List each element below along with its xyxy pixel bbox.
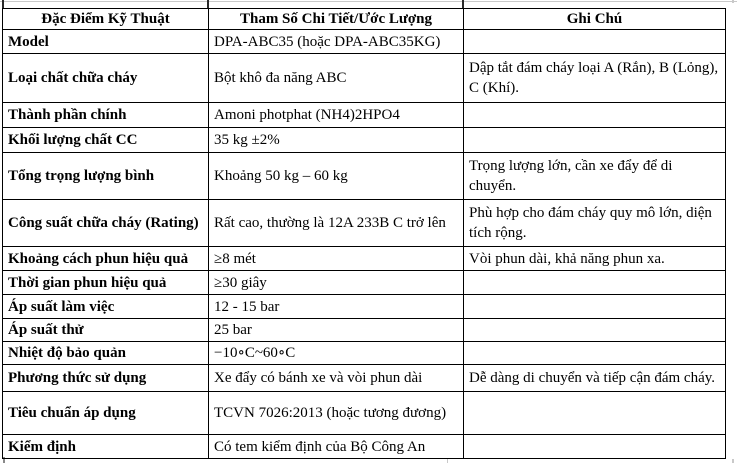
header-cell-note: Ghi Chú [463, 8, 726, 30]
cell-characteristic: Thành phần chính [2, 102, 209, 128]
cell-characteristic: Khoảng cách phun hiệu quả [2, 246, 209, 271]
cell-characteristic: Nhiệt độ bảo quản [2, 341, 209, 365]
cell-characteristic: Tiêu chuẩn áp dụng [2, 391, 209, 435]
cell-note: Trọng lượng lớn, cần xe đẩy để di chuyển… [463, 152, 726, 200]
cell-characteristic: Thời gian phun hiệu quả [2, 270, 209, 295]
cell-parameter: ≥30 giây [208, 270, 464, 295]
cell-note [463, 318, 726, 342]
cell-parameter: Xe đẩy có bánh xe và vòi phun dài [208, 364, 464, 392]
cell-note: Phù hợp cho đám cháy quy mô lớn, diện tí… [463, 199, 726, 247]
cell-characteristic: Áp suất làm việc [2, 294, 209, 319]
cell-parameter: Có tem kiểm định của Bộ Công An [208, 434, 464, 459]
table-row: Áp suất làm việc 12 - 15 bar [2, 294, 726, 319]
cell-parameter: 35 kg ±2% [208, 127, 464, 153]
cell-note [463, 391, 726, 435]
table-row: Khối lượng chất CC 35 kg ±2% [2, 127, 726, 153]
cell-note: Vòi phun dài, khả năng phun xa. [463, 246, 726, 271]
crop-artifact-tick [732, 459, 734, 463]
table-row: Khoảng cách phun hiệu quả ≥8 mét Vòi phun … [2, 246, 726, 271]
table-row: Tổng trọng lượng bình Khoảng 50 kg – 60 k… [2, 152, 726, 200]
cell-characteristic: Phương thức sử dụng [2, 364, 209, 392]
table-row: Thời gian phun hiệu quả ≥30 giây [2, 270, 726, 295]
table-row: Tiêu chuẩn áp dụng TCVN 7026:2013 (hoặc t… [2, 391, 726, 435]
cell-note [463, 294, 726, 319]
cell-parameter: ≥8 mét [208, 246, 464, 271]
table-row: Thành phần chính Amoni photphat (NH4)2HPO… [2, 102, 726, 128]
cell-parameter: −10∘C~60∘C [208, 341, 464, 365]
table-row: Loại chất chữa cháy Bột khô đa năng ABC Dậ… [2, 53, 726, 103]
header-row: Đặc Điểm Kỹ Thuật Tham Số Chi Tiết/Ước L… [2, 8, 726, 30]
cell-characteristic: Khối lượng chất CC [2, 127, 209, 153]
crop-artifact-tick [447, 458, 448, 463]
cell-characteristic: Model [2, 29, 209, 54]
cell-parameter: 12 - 15 bar [208, 294, 464, 319]
table-row: Nhiệt độ bảo quản −10∘C~60∘C [2, 341, 726, 365]
cell-note: Dễ dàng di chuyển và tiếp cận đám cháy. [463, 364, 726, 392]
cell-parameter: 25 bar [208, 318, 464, 342]
table-row: Áp suất thử 25 bar [2, 318, 726, 342]
cell-characteristic: Loại chất chữa cháy [2, 53, 209, 103]
crop-artifact-top-line [0, 1, 737, 2]
spec-table: Đặc Điểm Kỹ Thuật Tham Số Chi Tiết/Ước L… [2, 8, 726, 459]
cell-characteristic: Tổng trọng lượng bình [2, 152, 209, 200]
cell-characteristic: Công suất chữa cháy (Rating) [2, 199, 209, 247]
crop-artifact-tick [207, 0, 209, 8]
table-row: Kiểm định Có tem kiểm định của Bộ Công An [2, 434, 726, 459]
cell-note [463, 29, 726, 54]
cell-note [463, 102, 726, 128]
cell-parameter: Bột khô đa năng ABC [208, 53, 464, 103]
cell-note [463, 270, 726, 295]
spec-table-body: Model DPA-ABC35 (hoặc DPA-ABC35KG) Loại ch… [2, 29, 726, 459]
cell-characteristic: Áp suất thử [2, 318, 209, 342]
cell-note [463, 341, 726, 365]
header-cell-parameter: Tham Số Chi Tiết/Ước Lượng [208, 8, 464, 30]
spec-table-header: Đặc Điểm Kỹ Thuật Tham Số Chi Tiết/Ước L… [2, 8, 726, 30]
crop-artifact-tick [3, 457, 5, 463]
cell-note [463, 434, 726, 459]
cell-parameter: TCVN 7026:2013 (hoặc tương đương) [208, 391, 464, 435]
cell-note: Dập tắt đám cháy loại A (Rắn), B (Lỏng),… [463, 53, 726, 103]
cell-parameter: Rất cao, thường là 12A 233B C trở lên [208, 199, 464, 247]
cell-parameter: DPA-ABC35 (hoặc DPA-ABC35KG) [208, 29, 464, 54]
cell-note [463, 127, 726, 153]
cell-characteristic: Kiểm định [2, 434, 209, 459]
crop-artifact-tick [2, 0, 4, 8]
crop-artifact-tick [462, 0, 464, 8]
table-row: Công suất chữa cháy (Rating) Rất cao, thư… [2, 199, 726, 247]
table-row: Model DPA-ABC35 (hoặc DPA-ABC35KG) [2, 29, 726, 54]
table-row: Phương thức sử dụng Xe đẩy có bánh xe và … [2, 364, 726, 392]
header-cell-characteristic: Đặc Điểm Kỹ Thuật [2, 8, 209, 30]
crop-artifact-tick [732, 0, 734, 3]
cell-parameter: Amoni photphat (NH4)2HPO4 [208, 102, 464, 128]
cell-parameter: Khoảng 50 kg – 60 kg [208, 152, 464, 200]
